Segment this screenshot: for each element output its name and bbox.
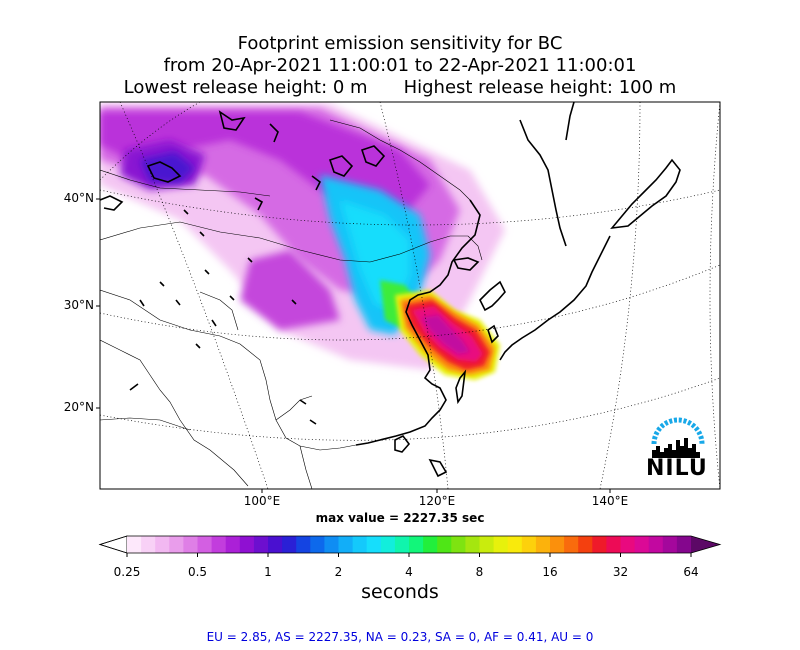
colorbar-tick-label: 64 [683,565,699,579]
map-frame [99,101,721,490]
lon-label-120e: 120°E [418,494,456,508]
regional-totals: EU = 2.85, AS = 2227.35, NA = 0.23, SA =… [206,630,594,644]
nilu-logo-icon [651,417,705,458]
colorbar-tick-label: 4 [405,565,413,579]
sensitivity-field [100,104,505,380]
logo-text: NILU [646,456,708,481]
highest-release-height: Highest release height: 100 m [403,77,677,98]
graticule [100,102,720,489]
lon-label-100e: 100°E [243,494,281,508]
colorbar-tick-label: 0.25 [113,565,141,579]
title-line-2: from 20-Apr-2021 11:00:01 to 22-Apr-2021… [163,55,637,76]
colorbar-tick-label: 32 [612,565,629,579]
lat-label-20n: 20°N [63,400,94,414]
lowest-release-height: Lowest release height: 0 m [123,77,368,98]
country-borders [100,119,483,489]
colorbar-tick-label: 16 [542,565,558,579]
colorbar-tick-label: 8 [475,565,484,579]
colorbar-tick-label: 1 [264,565,272,579]
lon-label-140e: 140°E [591,494,629,508]
title-line-1: Footprint emission sensitivity for BC [237,33,563,54]
lat-label-40n: 40°N [63,191,94,205]
axis-ticks [96,198,611,493]
colorbar-tick-label: 0.5 [187,565,208,579]
max-value-label: max value = 2227.35 sec [315,511,485,525]
colorbar-tick-label: 2 [334,565,343,579]
title-line-3: Lowest release height: 0 m Highest releas… [0,77,800,99]
coastlines [100,102,681,478]
lat-label-30n: 30°N [63,298,94,312]
colorbar-unit-label: seconds [361,581,439,603]
